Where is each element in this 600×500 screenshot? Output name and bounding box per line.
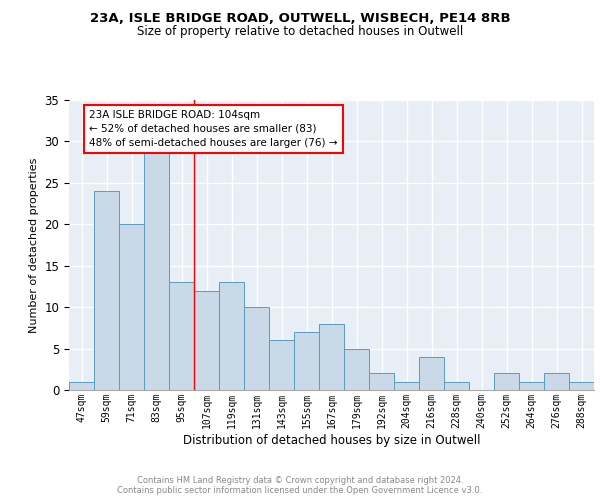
Bar bbox=[219, 282, 244, 390]
Bar bbox=[269, 340, 294, 390]
Y-axis label: Number of detached properties: Number of detached properties bbox=[29, 158, 39, 332]
Bar bbox=[319, 324, 344, 390]
Bar bbox=[569, 382, 594, 390]
Bar bbox=[369, 374, 394, 390]
Text: 23A, ISLE BRIDGE ROAD, OUTWELL, WISBECH, PE14 8RB: 23A, ISLE BRIDGE ROAD, OUTWELL, WISBECH,… bbox=[89, 12, 511, 26]
X-axis label: Distribution of detached houses by size in Outwell: Distribution of detached houses by size … bbox=[183, 434, 480, 446]
Text: 23A ISLE BRIDGE ROAD: 104sqm
← 52% of detached houses are smaller (83)
48% of se: 23A ISLE BRIDGE ROAD: 104sqm ← 52% of de… bbox=[89, 110, 337, 148]
Bar bbox=[119, 224, 144, 390]
Bar bbox=[344, 348, 369, 390]
Bar bbox=[294, 332, 319, 390]
Bar bbox=[419, 357, 444, 390]
Bar bbox=[69, 382, 94, 390]
Bar bbox=[94, 191, 119, 390]
Bar bbox=[194, 290, 219, 390]
Bar bbox=[519, 382, 544, 390]
Bar bbox=[144, 150, 169, 390]
Bar bbox=[444, 382, 469, 390]
Bar bbox=[169, 282, 194, 390]
Text: Size of property relative to detached houses in Outwell: Size of property relative to detached ho… bbox=[137, 25, 463, 38]
Bar bbox=[494, 374, 519, 390]
Text: Contains HM Land Registry data © Crown copyright and database right 2024.
Contai: Contains HM Land Registry data © Crown c… bbox=[118, 476, 482, 495]
Bar bbox=[244, 307, 269, 390]
Bar bbox=[394, 382, 419, 390]
Bar bbox=[544, 374, 569, 390]
